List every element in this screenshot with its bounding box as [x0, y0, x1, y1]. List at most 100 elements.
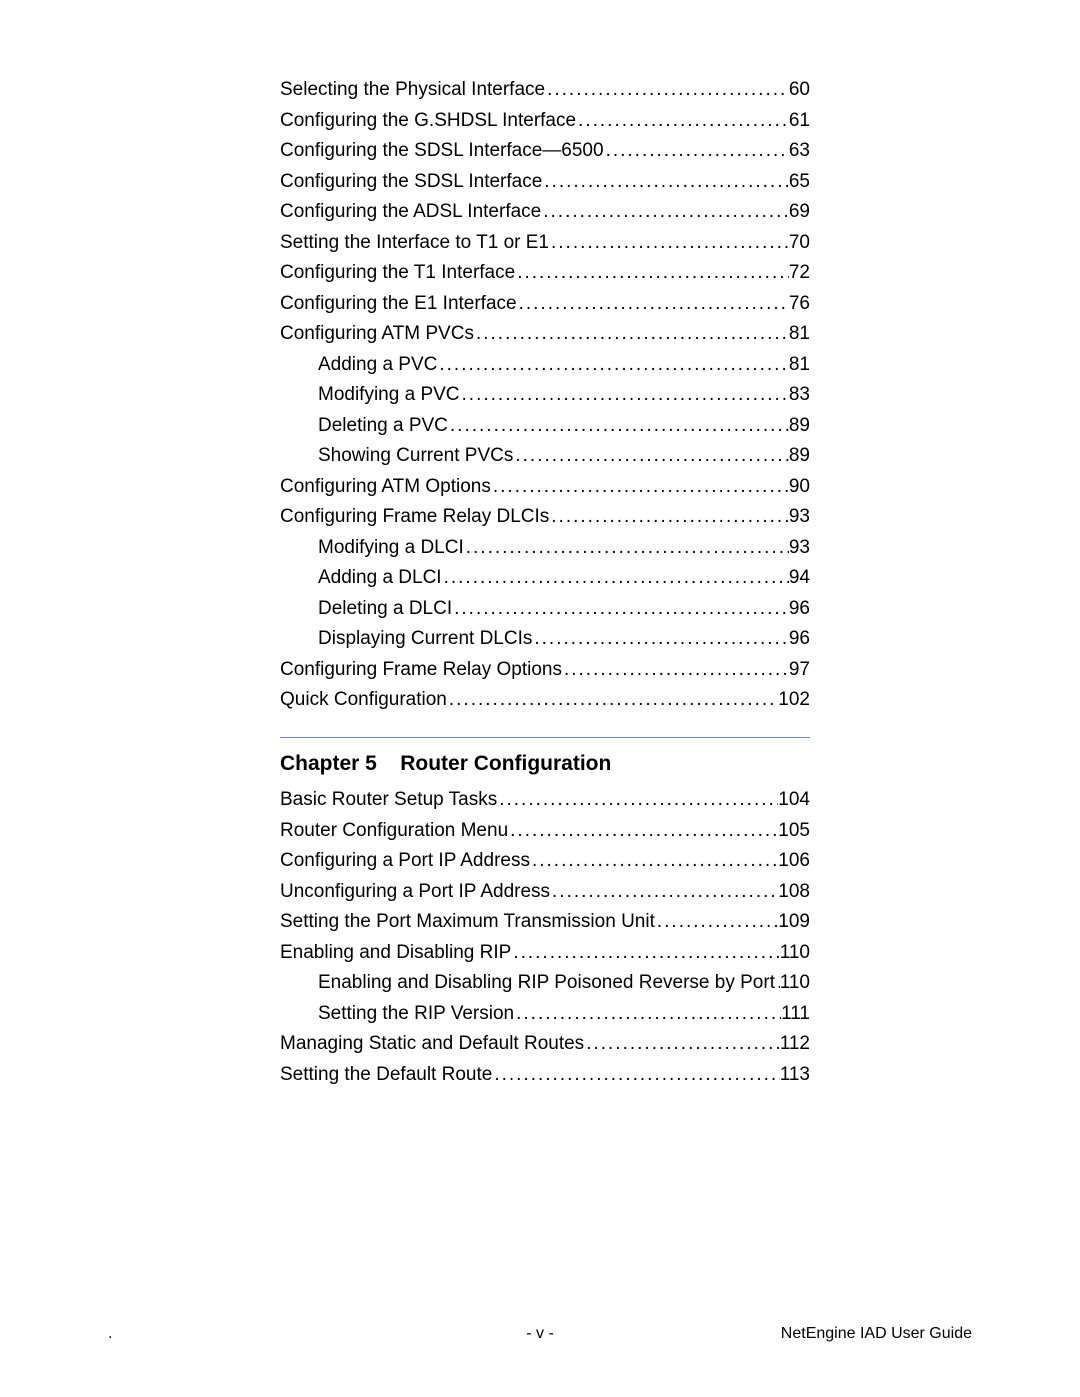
page-content: Selecting the Physical Interface 60 Confi… — [280, 80, 810, 1095]
toc-entry-page: 104 — [778, 790, 810, 809]
toc-entry-page: 94 — [789, 568, 810, 587]
toc-entry-title: Adding a PVC — [318, 355, 437, 374]
toc-entry: Configuring Frame Relay DLCIs 93 — [280, 507, 810, 526]
toc-entry-title: Configuring Frame Relay DLCIs — [280, 507, 549, 526]
toc-entry-page: 97 — [789, 660, 810, 679]
toc-entry-page: 112 — [780, 1034, 810, 1053]
toc-leader-dots — [511, 943, 779, 962]
toc-entry-title: Deleting a PVC — [318, 416, 448, 435]
toc-entry-page: 81 — [789, 324, 810, 343]
toc-entry-title: Unconfiguring a Port IP Address — [280, 882, 550, 901]
toc-entry-page: 81 — [789, 355, 810, 374]
toc-entry-page: 61 — [789, 111, 810, 130]
toc-leader-dots — [549, 233, 789, 252]
toc-entry: Router Configuration Menu 105 — [280, 821, 810, 840]
toc-leader-dots — [464, 538, 789, 557]
toc-entry-page: 111 — [781, 1004, 810, 1023]
toc-entry-title: Quick Configuration — [280, 690, 447, 709]
toc-entry-page: 109 — [778, 912, 810, 931]
toc-entry: Setting the Port Maximum Transmission Un… — [280, 912, 810, 931]
toc-leader-dots — [514, 1004, 781, 1023]
toc-entry-title: Enabling and Disabling RIP — [280, 943, 511, 962]
toc-entry: Adding a PVC 81 — [280, 355, 810, 374]
toc-entry: Configuring the E1 Interface 76 — [280, 294, 810, 313]
toc-leader-dots — [584, 1034, 780, 1053]
toc-leader-dots — [437, 355, 789, 374]
toc-entry-title: Configuring the T1 Interface — [280, 263, 515, 282]
toc-leader-dots — [530, 851, 778, 870]
toc-entry-page: 69 — [789, 202, 810, 221]
toc-leader-dots — [604, 141, 789, 160]
toc-leader-dots — [491, 477, 789, 496]
toc-entry: Displaying Current DLCIs 96 — [280, 629, 810, 648]
toc-entry-page: 89 — [789, 446, 810, 465]
toc-leader-dots — [515, 263, 789, 282]
toc-entry: Managing Static and Default Routes 112 — [280, 1034, 810, 1053]
toc-leader-dots — [442, 568, 789, 587]
toc-entry-page: 93 — [789, 507, 810, 526]
toc-entry-page: 108 — [778, 882, 810, 901]
toc-entry: Basic Router Setup Tasks 104 — [280, 790, 810, 809]
toc-entry: Quick Configuration 102 — [280, 690, 810, 709]
toc-entry-title: Showing Current PVCs — [318, 446, 513, 465]
toc-entry-title: Setting the Interface to T1 or E1 — [280, 233, 549, 252]
toc-entry: Modifying a PVC 83 — [280, 385, 810, 404]
toc-entry-page: 89 — [789, 416, 810, 435]
toc-leader-dots — [513, 446, 788, 465]
toc-entry-title: Enabling and Disabling RIP Poisoned Reve… — [318, 973, 775, 992]
toc-leader-dots — [508, 821, 778, 840]
toc-entry-page: 65 — [789, 172, 810, 191]
toc-leader-dots — [517, 294, 789, 313]
toc-entry-title: Configuring the E1 Interface — [280, 294, 517, 313]
toc-leader-dots — [545, 80, 789, 99]
toc-entry-page: 102 — [778, 690, 810, 709]
toc-entry-page: 110 — [780, 973, 810, 992]
toc-entry-page: 93 — [789, 538, 810, 557]
toc-entry-page: 60 — [789, 80, 810, 99]
toc-entry: Configuring the SDSL Interface—6500 63 — [280, 141, 810, 160]
toc-entry-page: 90 — [789, 477, 810, 496]
toc-leader-dots — [448, 416, 789, 435]
toc-leader-dots — [655, 912, 778, 931]
toc-entry-title: Configuring ATM PVCs — [280, 324, 474, 343]
toc-leader-dots — [532, 629, 789, 648]
toc-entry: Deleting a DLCI 96 — [280, 599, 810, 618]
toc-entry: Configuring the T1 Interface 72 — [280, 263, 810, 282]
chapter-separator — [280, 737, 810, 738]
toc-entry: Configuring Frame Relay Options 97 — [280, 660, 810, 679]
toc-entry-title: Configuring the SDSL Interface—6500 — [280, 141, 604, 160]
toc-entry-title: Basic Router Setup Tasks — [280, 790, 497, 809]
toc-entry: Unconfiguring a Port IP Address 108 — [280, 882, 810, 901]
toc-leader-dots — [452, 599, 789, 618]
toc-entry-page: 113 — [780, 1065, 810, 1084]
toc-entry-page: 70 — [789, 233, 810, 252]
toc-leader-dots — [460, 385, 789, 404]
toc-entry: Adding a DLCI 94 — [280, 568, 810, 587]
toc-entry-title: Selecting the Physical Interface — [280, 80, 545, 99]
toc-entry-page: 110 — [780, 943, 810, 962]
toc-entry: Configuring the G.SHDSL Interface 61 — [280, 111, 810, 130]
toc-leader-dots — [550, 882, 778, 901]
toc-leader-dots — [549, 507, 789, 526]
toc-entry: Configuring the ADSL Interface 69 — [280, 202, 810, 221]
chapter-heading: Chapter 5 Router Configuration — [280, 752, 810, 776]
toc-entry-title: Configuring ATM Options — [280, 477, 491, 496]
toc-entry-title: Deleting a DLCI — [318, 599, 452, 618]
toc-entry-page: 76 — [789, 294, 810, 313]
toc-entry-title: Modifying a DLCI — [318, 538, 464, 557]
toc-section-a: Selecting the Physical Interface 60 Confi… — [280, 80, 810, 709]
toc-entry: Deleting a PVC 89 — [280, 416, 810, 435]
toc-entry-title: Configuring a Port IP Address — [280, 851, 530, 870]
toc-entry: Selecting the Physical Interface 60 — [280, 80, 810, 99]
toc-entry-title: Configuring Frame Relay Options — [280, 660, 562, 679]
toc-leader-dots — [447, 690, 778, 709]
toc-entry-page: 96 — [789, 629, 810, 648]
toc-entry-title: Setting the RIP Version — [318, 1004, 514, 1023]
toc-entry-page: 63 — [789, 141, 810, 160]
toc-leader-dots — [542, 172, 789, 191]
toc-entry-page: 106 — [778, 851, 810, 870]
toc-entry-title: Configuring the G.SHDSL Interface — [280, 111, 576, 130]
toc-entry: Setting the Interface to T1 or E1 70 — [280, 233, 810, 252]
toc-entry-title: Displaying Current DLCIs — [318, 629, 532, 648]
toc-leader-dots — [474, 324, 789, 343]
